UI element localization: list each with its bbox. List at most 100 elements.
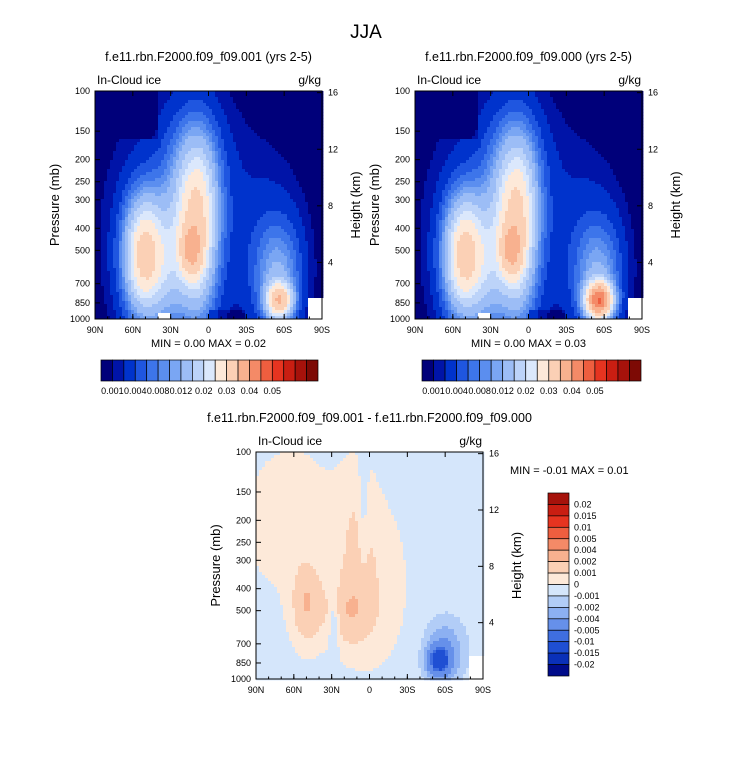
y2-axis-label: Height (km) <box>668 171 683 238</box>
colorbar-label: 0.001 <box>422 386 445 396</box>
units-label: g/kg <box>618 73 641 87</box>
colorbar-swatch <box>192 360 203 381</box>
colorbar-label: 0.05 <box>264 386 282 396</box>
y-tick-label: 500 <box>395 245 410 255</box>
x-tick-label: 90N <box>248 685 265 695</box>
colorbar-label: 0.012 <box>170 386 193 396</box>
x-tick-label: 0 <box>526 325 531 335</box>
colorbar-label: 0.04 <box>563 386 581 396</box>
colorbar-swatch <box>583 360 595 381</box>
y-tick-label: 400 <box>75 223 90 233</box>
y-tick-label: 400 <box>395 223 410 233</box>
colorbar-swatch <box>238 360 249 381</box>
x-tick-label: 30S <box>238 325 254 335</box>
y2-tick-label: 12 <box>328 144 338 154</box>
colorbar-swatch <box>549 360 561 381</box>
y-tick-label: 300 <box>236 555 251 565</box>
y2-tick-label: 16 <box>648 88 658 98</box>
y-tick-label: 150 <box>395 126 410 136</box>
chart-title: f.e11.rbn.F2000.f09_f09.001 - f.e11.rbn.… <box>207 411 532 425</box>
chart-title: f.e11.rbn.F2000.f09_f09.001 (yrs 2-5) <box>105 50 312 64</box>
y-tick-label: 1000 <box>390 314 410 324</box>
y2-tick-label: 8 <box>648 201 653 211</box>
colorbar-swatch <box>548 493 569 504</box>
y-tick-label: 1000 <box>70 314 90 324</box>
y-tick-label: 850 <box>75 298 90 308</box>
colorbar-label: 0.01 <box>574 522 592 532</box>
colorbar-swatch <box>307 360 318 381</box>
colorbar-swatch <box>272 360 283 381</box>
colorbar-label: 0.001 <box>574 568 597 578</box>
colorbar-swatch <box>548 607 569 618</box>
colorbar-swatch <box>548 585 569 596</box>
y-tick-label: 100 <box>75 86 90 96</box>
colorbar-swatch <box>124 360 135 381</box>
colorbar-swatch <box>548 504 569 515</box>
colorbar-label: 0.012 <box>491 386 514 396</box>
x-tick-label: 60N <box>286 685 303 695</box>
x-tick-label: 60S <box>596 325 612 335</box>
colorbar-swatch <box>606 360 618 381</box>
colorbar-swatch <box>548 630 569 641</box>
colorbar-swatch <box>548 539 569 550</box>
colorbar-swatch <box>434 360 446 381</box>
colorbar-swatch <box>112 360 123 381</box>
colorbar-swatch <box>595 360 607 381</box>
variable-label: In-Cloud ice <box>97 73 161 87</box>
y2-tick-label: 8 <box>489 561 494 571</box>
y-tick-label: 250 <box>236 537 251 547</box>
colorbar: 0.020.0150.010.0050.0040.0020.0010-0.001… <box>548 493 600 676</box>
colorbar-label: -0.02 <box>574 660 595 670</box>
colorbar-swatch <box>204 360 215 381</box>
y-tick-label: 850 <box>236 658 251 668</box>
colorbar-swatch <box>457 360 469 381</box>
colorbar-swatch <box>445 360 457 381</box>
y-tick-label: 700 <box>395 279 410 289</box>
y-tick-label: 250 <box>395 177 410 187</box>
y2-tick-label: 12 <box>489 505 499 515</box>
colorbar-label: -0.002 <box>574 602 600 612</box>
colorbar-label: 0.05 <box>586 386 604 396</box>
x-tick-label: 0 <box>367 685 372 695</box>
contour-field <box>415 91 643 319</box>
x-tick-label: 90N <box>87 325 104 335</box>
chart-panel-1: f.e11.rbn.F2000.f09_f09.001 (yrs 2-5) In-… <box>47 50 363 396</box>
y-tick-label: 150 <box>75 126 90 136</box>
colorbar-swatch <box>158 360 169 381</box>
colorbar-swatch <box>629 360 641 381</box>
y-tick-label: 850 <box>395 298 410 308</box>
colorbar-swatch <box>249 360 260 381</box>
variable-label: In-Cloud ice <box>258 434 322 448</box>
y2-axis-label: Height (km) <box>348 171 363 238</box>
y-tick-label: 300 <box>75 195 90 205</box>
colorbar-swatch <box>170 360 181 381</box>
colorbar-label: 0.001 <box>101 386 124 396</box>
colorbar-label: 0.03 <box>540 386 558 396</box>
y-tick-label: 1000 <box>231 674 251 684</box>
y-tick-label: 700 <box>236 639 251 649</box>
y-tick-label: 150 <box>236 487 251 497</box>
colorbar-swatch <box>468 360 480 381</box>
min-max-label: MIN = 0.00 MAX = 0.02 <box>151 338 266 350</box>
x-tick-label: 30S <box>558 325 574 335</box>
colorbar-swatch <box>101 360 112 381</box>
colorbar-swatch <box>526 360 538 381</box>
colorbar-label: 0.004 <box>445 386 468 396</box>
colorbar-label: -0.015 <box>574 648 600 658</box>
min-max-label: MIN = -0.01 MAX = 0.01 <box>510 465 629 477</box>
x-tick-label: 90N <box>407 325 424 335</box>
y-tick-label: 500 <box>236 606 251 616</box>
y2-tick-label: 4 <box>489 618 494 628</box>
x-tick-label: 60N <box>445 325 462 335</box>
chart-title: f.e11.rbn.F2000.f09_f09.000 (yrs 2-5) <box>425 50 632 64</box>
y-tick-label: 250 <box>75 177 90 187</box>
colorbar-swatch <box>572 360 584 381</box>
variable-label: In-Cloud ice <box>417 73 481 87</box>
x-tick-label: 90S <box>314 325 330 335</box>
colorbar-swatch <box>548 573 569 584</box>
colorbar-label: -0.01 <box>574 637 595 647</box>
colorbar-label: 0.008 <box>468 386 491 396</box>
colorbar-label: 0.02 <box>517 386 535 396</box>
